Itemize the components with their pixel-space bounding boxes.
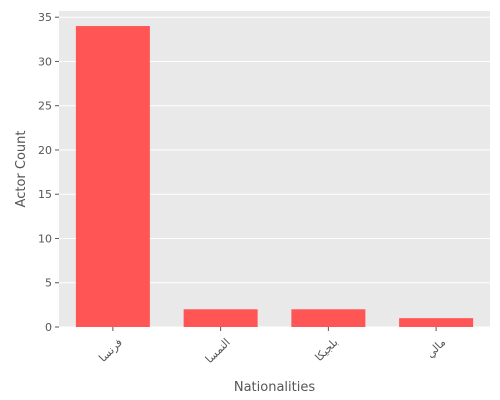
y-tick-label: 30 — [38, 55, 52, 68]
x-tick-label: النمسا — [203, 336, 233, 366]
y-tick-label: 10 — [38, 232, 52, 245]
bar — [291, 309, 366, 327]
y-axis-label: Actor Count — [14, 131, 29, 208]
y-tick-label: 25 — [38, 100, 52, 113]
x-axis-label: Nationalities — [234, 380, 315, 395]
bar — [183, 309, 258, 327]
y-tick-label: 0 — [45, 321, 52, 334]
y-tick-label: 5 — [45, 277, 52, 290]
x-axis-ticks: فرنسا النمسا بلجيكا مالي — [96, 327, 448, 366]
x-tick-label: فرنسا — [96, 336, 125, 365]
x-tick-label: مالي — [424, 336, 449, 361]
bar — [399, 318, 474, 327]
y-tick-label: 20 — [38, 144, 52, 157]
y-axis-ticks: 0 5 10 15 20 25 30 35 — [38, 11, 59, 334]
bars — [75, 26, 474, 328]
bar — [75, 26, 150, 328]
y-tick-label: 35 — [38, 11, 52, 24]
y-tick-label: 15 — [38, 188, 52, 201]
x-tick-label: بلجيكا — [313, 336, 341, 364]
